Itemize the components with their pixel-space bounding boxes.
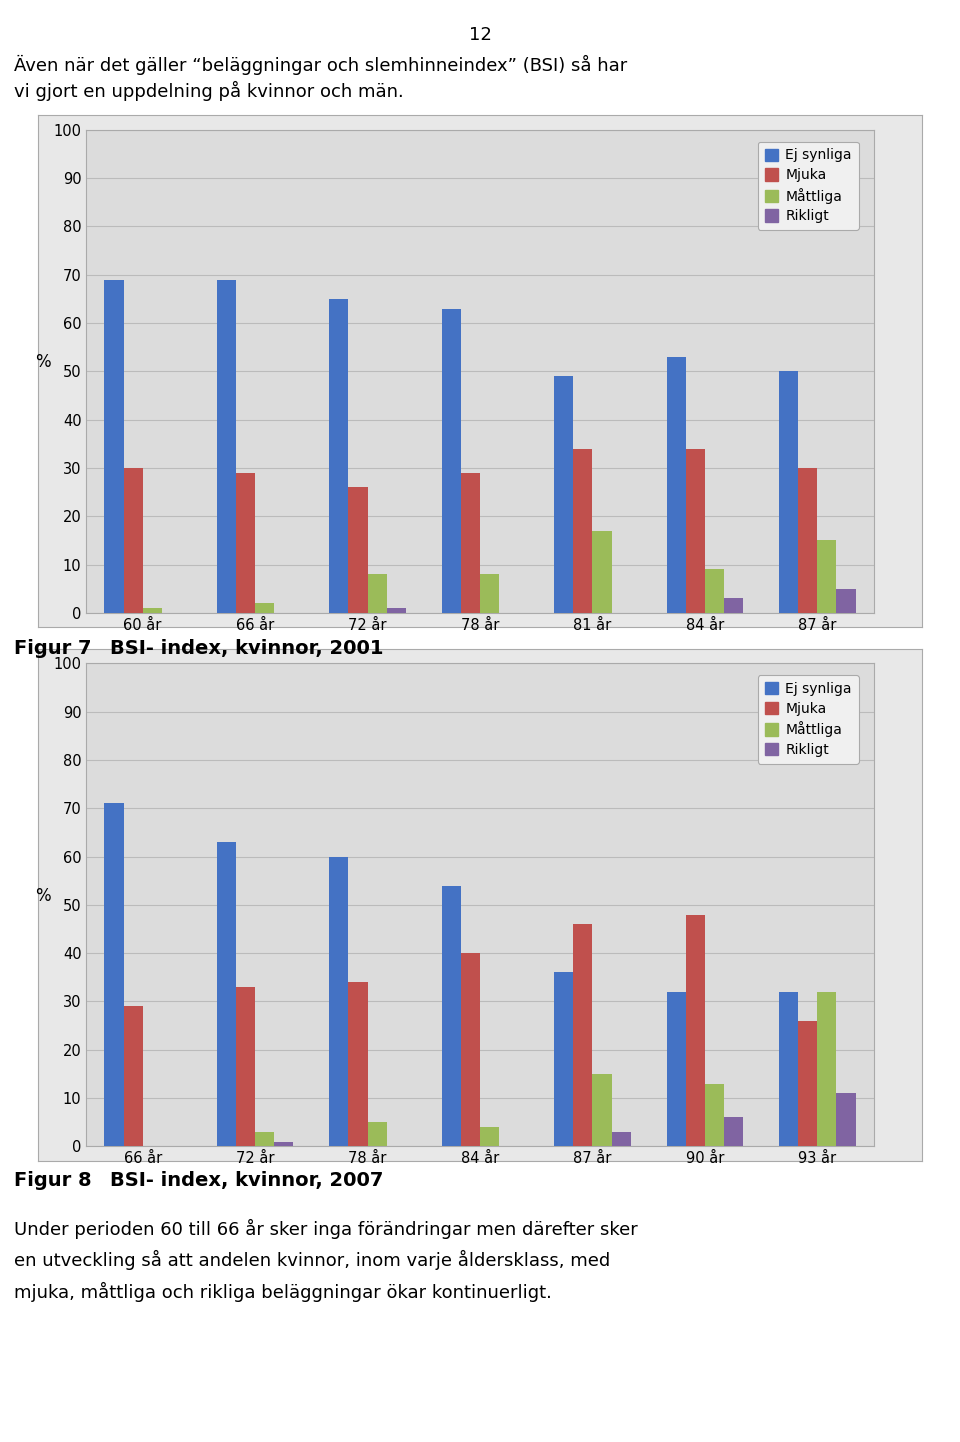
- Text: BSI- index, kvinnor, 2007: BSI- index, kvinnor, 2007: [110, 1171, 384, 1190]
- Bar: [480, 574, 499, 613]
- Bar: [255, 603, 275, 613]
- Bar: [724, 1118, 743, 1146]
- Bar: [705, 1083, 724, 1146]
- Bar: [217, 280, 236, 613]
- Bar: [592, 531, 612, 613]
- Bar: [780, 992, 799, 1146]
- Y-axis label: %: %: [36, 353, 51, 372]
- Bar: [799, 1021, 817, 1146]
- Bar: [799, 467, 817, 613]
- Bar: [780, 372, 799, 613]
- Text: Under perioden 60 till 66 år sker inga förändringar men därefter sker: Under perioden 60 till 66 år sker inga f…: [14, 1218, 638, 1239]
- Bar: [368, 1122, 387, 1146]
- Bar: [236, 473, 255, 613]
- Bar: [105, 803, 124, 1146]
- Text: Figur 8: Figur 8: [14, 1171, 92, 1190]
- Y-axis label: %: %: [36, 887, 51, 906]
- Bar: [461, 953, 480, 1146]
- Text: BSI- index, kvinnor, 2001: BSI- index, kvinnor, 2001: [110, 639, 384, 658]
- Text: 12: 12: [468, 26, 492, 43]
- Bar: [461, 473, 480, 613]
- Bar: [236, 986, 255, 1146]
- Text: Även när det gäller “beläggningar och slemhinneindex” (BSI) så har: Även när det gäller “beläggningar och sl…: [14, 55, 628, 75]
- Bar: [592, 1074, 612, 1146]
- Bar: [666, 992, 685, 1146]
- Bar: [836, 1093, 855, 1146]
- Bar: [217, 842, 236, 1146]
- Bar: [685, 448, 705, 613]
- Text: Figur 7: Figur 7: [14, 639, 92, 658]
- Bar: [348, 982, 368, 1146]
- Bar: [685, 914, 705, 1146]
- Bar: [105, 280, 124, 613]
- Bar: [836, 588, 855, 613]
- Bar: [666, 356, 685, 613]
- Bar: [573, 924, 592, 1146]
- Bar: [554, 376, 573, 613]
- Bar: [275, 1142, 294, 1146]
- Bar: [480, 1128, 499, 1146]
- Legend: Ej synliga, Mjuka, Måttliga, Rikligt: Ej synliga, Mjuka, Måttliga, Rikligt: [757, 675, 859, 764]
- Text: en utveckling så att andelen kvinnor, inom varje åldersklass, med: en utveckling så att andelen kvinnor, in…: [14, 1250, 611, 1270]
- Bar: [143, 609, 161, 613]
- Bar: [329, 857, 348, 1146]
- Bar: [724, 598, 743, 613]
- Bar: [817, 992, 836, 1146]
- Bar: [124, 467, 143, 613]
- Bar: [442, 309, 461, 613]
- Bar: [387, 609, 406, 613]
- Bar: [348, 487, 368, 613]
- Text: mjuka, måttliga och rikliga beläggningar ökar kontinuerligt.: mjuka, måttliga och rikliga beläggningar…: [14, 1282, 552, 1302]
- Bar: [368, 574, 387, 613]
- Bar: [329, 298, 348, 613]
- Bar: [612, 1132, 631, 1146]
- Text: vi gjort en uppdelning på kvinnor och män.: vi gjort en uppdelning på kvinnor och mä…: [14, 81, 404, 101]
- Bar: [255, 1132, 275, 1146]
- Bar: [573, 448, 592, 613]
- Bar: [817, 541, 836, 613]
- Bar: [442, 885, 461, 1146]
- Bar: [124, 1007, 143, 1146]
- Bar: [705, 570, 724, 613]
- Legend: Ej synliga, Mjuka, Måttliga, Rikligt: Ej synliga, Mjuka, Måttliga, Rikligt: [757, 141, 859, 231]
- Bar: [554, 972, 573, 1146]
